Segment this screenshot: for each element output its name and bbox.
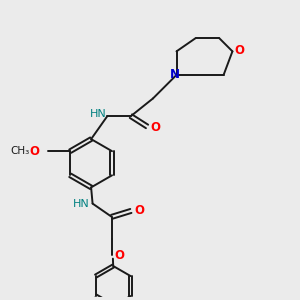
Text: HN: HN xyxy=(89,109,106,119)
Text: N: N xyxy=(170,68,180,81)
Text: O: O xyxy=(134,205,144,218)
Text: O: O xyxy=(234,44,244,57)
Text: O: O xyxy=(114,249,124,262)
Text: O: O xyxy=(29,145,39,158)
Text: O: O xyxy=(150,121,160,134)
Text: HN: HN xyxy=(73,199,90,209)
Text: CH₃: CH₃ xyxy=(11,146,30,156)
